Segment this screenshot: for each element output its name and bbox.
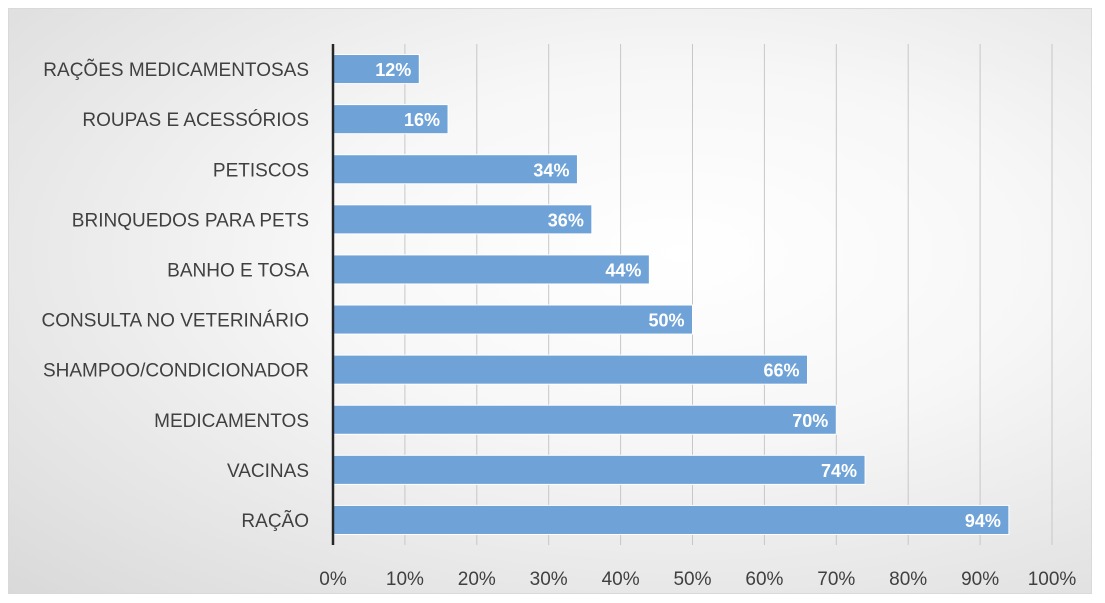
x-tick-label: 30% <box>530 569 568 590</box>
category-label: CONSULTA NO VETERINÁRIO <box>42 311 309 332</box>
category-label: RAÇÃO <box>241 510 309 532</box>
data-label: 66% <box>764 361 800 381</box>
data-label: 94% <box>965 511 1001 531</box>
data-label: 16% <box>404 110 440 130</box>
data-label: 34% <box>533 160 569 180</box>
x-tick-label: 50% <box>673 569 711 590</box>
data-label: 70% <box>792 411 828 431</box>
x-tick-label: 60% <box>745 569 783 590</box>
bar <box>332 354 809 385</box>
bar <box>332 304 693 335</box>
bar <box>332 454 866 485</box>
bar <box>332 404 837 435</box>
data-label: 36% <box>548 210 584 230</box>
x-tick-label: 20% <box>458 569 496 590</box>
category-label: VACINAS <box>227 461 309 482</box>
category-label: MEDICAMENTOS <box>154 411 309 432</box>
chart-frame <box>8 8 1092 594</box>
x-tick-label: 80% <box>889 569 927 590</box>
data-label: 44% <box>605 260 641 280</box>
category-label: SHAMPOO/CONDICIONADOR <box>43 361 309 382</box>
data-label: 74% <box>821 461 857 481</box>
category-label: PETISCOS <box>213 160 309 181</box>
x-tick-label: 40% <box>602 569 640 590</box>
data-label: 50% <box>648 311 684 331</box>
category-label: ROUPAS E ACESSÓRIOS <box>82 109 309 131</box>
x-tick-label: 100% <box>1028 569 1077 590</box>
x-tick-label: 0% <box>319 569 347 590</box>
bar <box>332 504 1010 535</box>
data-label: 12% <box>375 60 411 80</box>
bar <box>332 254 650 285</box>
category-label: BANHO E TOSA <box>167 260 309 281</box>
x-tick-label: 70% <box>817 569 855 590</box>
x-tick-label: 10% <box>386 569 424 590</box>
x-tick-label: 90% <box>961 569 999 590</box>
category-label: BRINQUEDOS PARA PETS <box>72 210 309 231</box>
category-label: RAÇÕES MEDICAMENTOSAS <box>43 59 309 81</box>
